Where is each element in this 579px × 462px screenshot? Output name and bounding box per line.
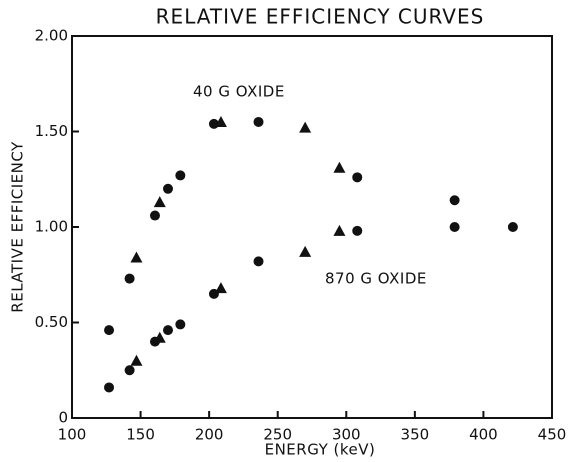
triangle-point <box>333 224 346 236</box>
triangle-point <box>333 161 346 173</box>
triangle-point <box>299 245 312 257</box>
x-tick-label: 150 <box>126 426 155 444</box>
circle-point <box>175 170 186 181</box>
circle-point <box>352 172 363 183</box>
x-tick-label: 400 <box>469 426 498 444</box>
x-tick-label: 300 <box>332 426 361 444</box>
circle-point <box>149 210 160 221</box>
annotation: 40 G OXIDE <box>193 83 285 101</box>
circle-point <box>124 365 135 376</box>
triangle-point <box>130 354 143 366</box>
triangle-point <box>214 115 227 127</box>
circle-point <box>124 273 135 284</box>
circle-point <box>449 222 460 232</box>
triangle-point <box>153 196 166 208</box>
x-tick-label: 450 <box>538 426 567 444</box>
circle-point <box>449 195 460 206</box>
circle-point <box>163 183 173 194</box>
triangle-point <box>299 121 312 133</box>
triangle-point <box>153 331 166 343</box>
circle-point <box>253 116 264 127</box>
triangle-point <box>130 251 143 263</box>
plot-frame <box>71 35 553 419</box>
circle-point <box>253 256 264 267</box>
circle-point <box>175 319 186 330</box>
y-tick-label: 1.00 <box>35 218 68 236</box>
y-axis-label: RELATIVE EFFICIENCY <box>9 141 27 313</box>
circle-point <box>163 325 173 336</box>
annotation: 870 G OXIDE <box>325 270 427 288</box>
circle-point <box>352 225 363 236</box>
y-tick-label: 2.00 <box>35 27 68 45</box>
y-tick-label: 0 <box>58 409 68 427</box>
circle-point <box>507 222 518 232</box>
y-tick-label: 0.50 <box>35 313 68 331</box>
triangle-point <box>214 282 227 294</box>
chart-title: RELATIVE EFFICIENCY CURVES <box>156 5 485 29</box>
x-tick-label: 250 <box>263 426 292 444</box>
x-axis-label: ENERGY (keV) <box>265 441 376 459</box>
circle-point <box>104 382 115 393</box>
x-tick-label: 350 <box>401 426 430 444</box>
y-tick-label: 1.50 <box>35 122 68 140</box>
circle-point <box>104 325 115 336</box>
x-tick-label: 100 <box>58 426 87 444</box>
x-tick-label: 200 <box>195 426 224 444</box>
